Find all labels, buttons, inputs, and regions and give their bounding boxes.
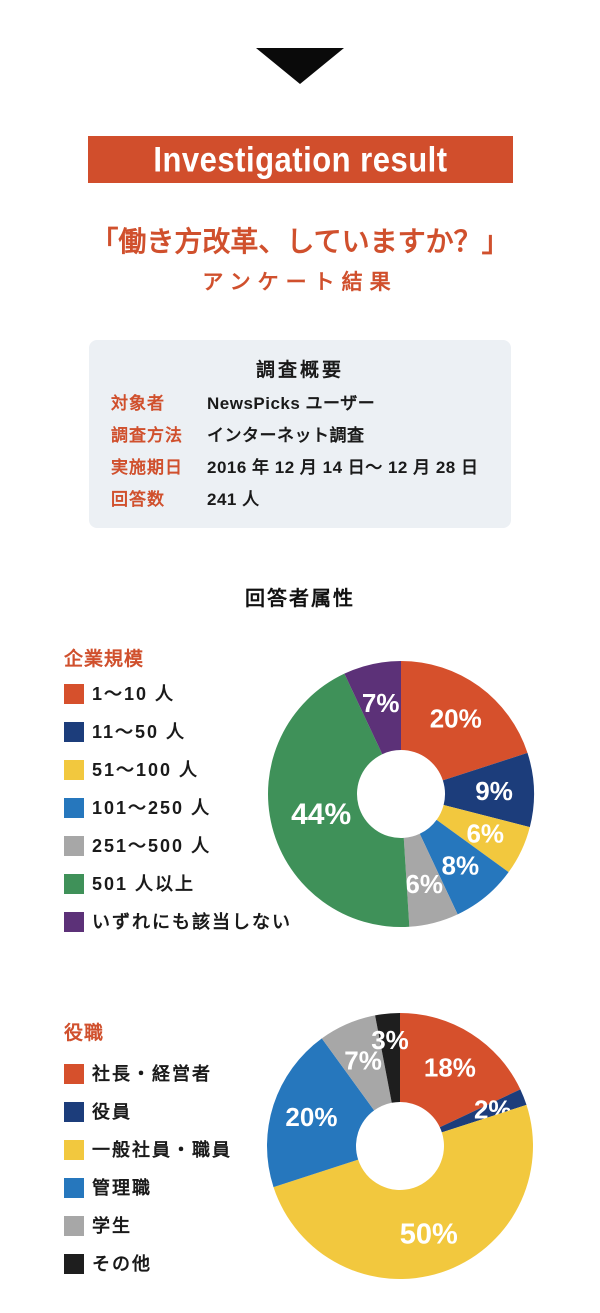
legend-swatch-icon xyxy=(64,1216,84,1236)
legend-label: 管理職 xyxy=(92,1178,152,1198)
legend-label: いずれにも該当しない xyxy=(92,912,292,932)
company-size-legend: 1〜10 人 11〜50 人 51〜100 人 101〜250 人 251〜500 人 5… xyxy=(64,684,292,950)
overview-row-label: 回答数 xyxy=(111,490,165,509)
overview-row-label: 実施期日 xyxy=(111,458,183,477)
legend-label: 101〜250 人 xyxy=(92,798,212,818)
legend-item: 11〜50 人 xyxy=(64,722,292,742)
slice-percent-label: 9% xyxy=(475,776,513,806)
company-size-donut-chart: 20% 9% 6% 8% 6% 44% 7% xyxy=(261,654,541,934)
slice-percent-label: 50% xyxy=(400,1219,458,1251)
legend-swatch-icon xyxy=(64,1178,84,1198)
slice-percent-label: 20% xyxy=(285,1102,337,1132)
donut-slice xyxy=(439,1089,527,1133)
legend-item: 101〜250 人 xyxy=(64,798,292,818)
legend-item: 一般社員・職員 xyxy=(64,1140,232,1160)
donut-slice xyxy=(321,1015,392,1111)
legend-swatch-icon xyxy=(64,684,84,704)
donut-slice xyxy=(273,1104,533,1279)
legend-item: 管理職 xyxy=(64,1178,232,1198)
legend-item: 251〜500 人 xyxy=(64,836,292,856)
legend-item: 学生 xyxy=(64,1216,232,1236)
overview-row-label: 対象者 xyxy=(111,394,165,413)
legend-swatch-icon xyxy=(64,1102,84,1122)
job-title-chart-title: 役職 xyxy=(64,1023,105,1044)
legend-swatch-icon xyxy=(64,1064,84,1084)
respondent-attributes-title: 回答者属性 xyxy=(245,588,355,610)
overview-title: 調査概要 xyxy=(255,360,344,381)
legend-swatch-icon xyxy=(64,1140,84,1160)
legend-label: 251〜500 人 xyxy=(92,836,212,856)
donut-slice xyxy=(401,661,528,781)
slice-percent-label: 7% xyxy=(362,688,400,718)
overview-row-value: NewsPicks ユーザー xyxy=(207,394,376,413)
legend-label: 11〜50 人 xyxy=(92,722,187,742)
donut-slice xyxy=(400,1013,521,1128)
slice-percent-label: 18% xyxy=(424,1052,476,1082)
job-title-legend: 社長・経営者 役員一般社員・職員 管理職学生その他 xyxy=(64,1064,232,1292)
slice-percent-label: 6% xyxy=(466,819,504,849)
donut-slice xyxy=(344,661,401,755)
slice-percent-label: 3% xyxy=(371,1025,409,1055)
legend-swatch-icon xyxy=(64,722,84,742)
survey-subtitle: アンケート結果 xyxy=(202,271,398,294)
legend-item: 役員 xyxy=(64,1102,232,1122)
slice-percent-label: 20% xyxy=(430,704,482,734)
legend-item: 1〜10 人 xyxy=(64,684,292,704)
donut-slice xyxy=(419,819,509,915)
legend-swatch-icon xyxy=(64,798,84,818)
job-title-donut-chart: 18% 2% 50% 20% 7% 3% xyxy=(260,1006,540,1286)
company-size-chart-title: 企業規模 xyxy=(64,649,145,670)
donut-slice xyxy=(268,673,410,927)
down-arrow-icon xyxy=(256,48,344,84)
legend-label: 1〜10 人 xyxy=(92,684,176,704)
donut-svg: 20% 9% 6%8%6% 44% 7% xyxy=(268,661,534,927)
donut-slice xyxy=(403,833,458,927)
legend-item: その他 xyxy=(64,1254,232,1274)
donut-slice xyxy=(375,1013,400,1103)
donut-slice xyxy=(436,804,530,873)
legend-label: 学生 xyxy=(92,1216,132,1236)
legend-label: 社長・経営者 xyxy=(92,1064,212,1084)
legend-label: 51〜100 人 xyxy=(92,760,200,780)
legend-label: その他 xyxy=(92,1254,152,1274)
legend-swatch-icon xyxy=(64,874,84,894)
legend-swatch-icon xyxy=(64,760,84,780)
overview-row-value: 2016 年 12 月 14 日〜 12 月 28 日 xyxy=(207,458,479,477)
slice-percent-label: 44% xyxy=(291,798,351,831)
legend-item: 51〜100 人 xyxy=(64,760,292,780)
overview-row-label: 調査方法 xyxy=(111,426,183,445)
banner-label: Investigation result xyxy=(153,138,448,180)
legend-swatch-icon xyxy=(64,836,84,856)
legend-item: 501 人以上 xyxy=(64,874,292,894)
slice-percent-label: 7% xyxy=(344,1046,382,1076)
survey-title: 「働き方改革、していますか？」 xyxy=(90,226,510,257)
legend-swatch-icon xyxy=(64,912,84,932)
donut-svg: 18%2%50%20%7%3% xyxy=(267,1013,533,1279)
overview-row-value: 241 人 xyxy=(207,490,260,509)
slice-percent-label: 6% xyxy=(405,869,443,899)
section-banner: Investigation result xyxy=(88,136,513,183)
survey-overview-box: 調査概要 対象者 NewsPicks ユーザー調査方法 インターネット調査実施期日 2… xyxy=(89,340,511,528)
legend-swatch-icon xyxy=(64,1254,84,1274)
slice-percent-label: 8% xyxy=(442,851,480,881)
donut-slice xyxy=(442,752,534,828)
donut-slice xyxy=(267,1038,375,1188)
legend-label: 一般社員・職員 xyxy=(92,1140,232,1160)
legend-label: 501 人以上 xyxy=(92,874,196,894)
legend-label: 役員 xyxy=(92,1102,132,1122)
overview-table: 対象者 NewsPicks ユーザー調査方法 インターネット調査実施期日 2016 年… xyxy=(111,394,501,509)
legend-item: いずれにも該当しない xyxy=(64,912,292,932)
legend-item: 社長・経営者 xyxy=(64,1064,232,1084)
overview-row-value: インターネット調査 xyxy=(207,426,365,445)
